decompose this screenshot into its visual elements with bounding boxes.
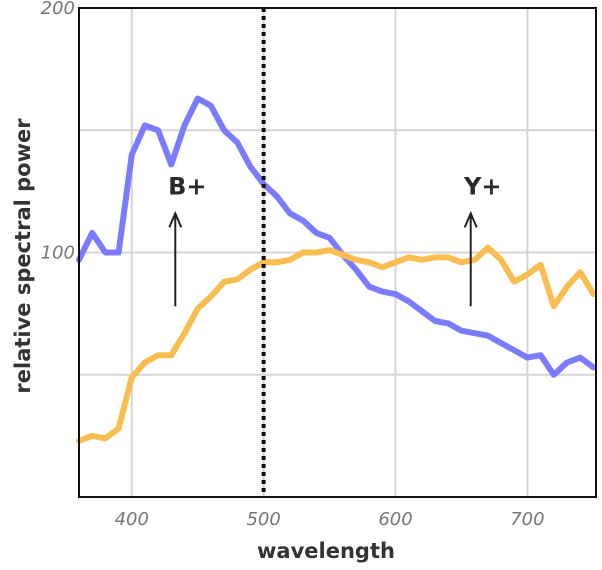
- annotation-label: B+: [168, 172, 206, 200]
- x-tick-label: 700: [510, 509, 544, 530]
- x-tick-labels: 400 500 600 700: [115, 509, 545, 530]
- annotation-2: Y+: [463, 172, 502, 307]
- x-tick-label: 400: [115, 509, 149, 530]
- annotation-label: Y+: [463, 172, 502, 200]
- arrow-head: [168, 210, 183, 228]
- x-axis-label: wavelength: [257, 539, 395, 563]
- series-line-2: [76, 244, 597, 444]
- x-tick-label: 500: [246, 509, 280, 530]
- plot-frame: [78, 7, 597, 498]
- annotations: B+ Y+: [168, 172, 502, 307]
- annotation-1: B+: [168, 172, 206, 307]
- series-layer: [76, 95, 597, 444]
- y-tick-label: 200: [41, 0, 75, 19]
- series-line-1: [76, 95, 597, 378]
- y-tick-labels: 200 100: [41, 0, 75, 264]
- y-tick-label: 100: [41, 243, 75, 264]
- x-tick-label: 600: [378, 509, 412, 530]
- arrow-head: [463, 210, 478, 228]
- y-axis-label: relative spectral power: [11, 118, 35, 394]
